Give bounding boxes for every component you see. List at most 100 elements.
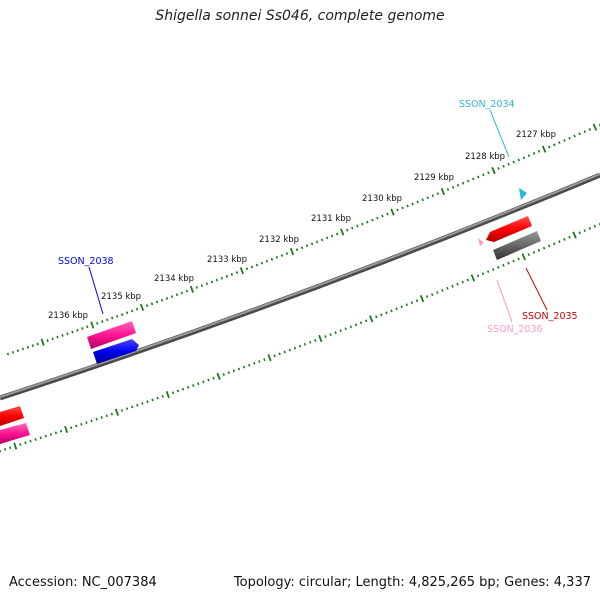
minor-tick [402, 207, 403, 209]
minor-tick [45, 435, 46, 437]
minor-tick [340, 330, 341, 332]
minor-tick [57, 336, 58, 338]
minor-tick [239, 368, 240, 370]
major-tick [472, 275, 475, 281]
minor-tick [25, 442, 26, 444]
minor-tick [221, 277, 222, 279]
minor-tick [437, 291, 438, 293]
minor-tick [498, 266, 499, 268]
minor-tick [162, 395, 163, 397]
minor-tick [279, 353, 280, 355]
minor-tick [539, 150, 540, 152]
minor-tick [503, 264, 504, 266]
minor-tick [18, 350, 19, 352]
major-tick [268, 354, 270, 361]
minor-tick [91, 420, 92, 422]
minor-tick [81, 423, 82, 425]
accession-text: Accession: NC_007384 [9, 575, 157, 590]
minor-tick [406, 304, 407, 306]
minor-tick [201, 284, 202, 286]
minor-tick [457, 283, 458, 285]
minor-tick [96, 418, 97, 420]
minor-tick [20, 443, 21, 445]
minor-tick [203, 381, 204, 383]
minor-tick [549, 245, 550, 247]
minor-tick [564, 139, 565, 141]
minor-tick [302, 247, 303, 249]
minor-tick [193, 384, 194, 386]
gene-left-red[interactable] [0, 406, 24, 426]
minor-tick [213, 377, 214, 379]
minor-tick [277, 256, 278, 258]
minor-tick [564, 238, 565, 240]
minor-tick [82, 327, 83, 329]
minor-tick [271, 258, 272, 260]
genome-backbone-highlight [0, 174, 600, 397]
major-tick [141, 304, 143, 311]
tick-label: 2127 kbp [516, 130, 556, 140]
minor-tick [559, 240, 560, 242]
minor-tick [493, 268, 494, 270]
minor-tick [127, 312, 128, 314]
minor-tick [22, 348, 23, 350]
minor-tick [254, 362, 255, 364]
genome-summary-text: Topology: circular; Length: 4,825,265 bp… [234, 575, 591, 590]
minor-tick [442, 289, 443, 291]
major-tick [65, 426, 67, 433]
minor-tick [76, 425, 77, 427]
tick-label: 2132 kbp [259, 235, 299, 245]
minor-tick [71, 427, 72, 429]
minor-tick [178, 390, 179, 392]
minor-tick [77, 329, 78, 331]
gene-label-sson-2038: SSON_2038 [58, 256, 114, 267]
minor-tick [137, 308, 138, 310]
minor-tick [335, 332, 336, 334]
minor-tick [177, 294, 178, 296]
minor-tick [483, 273, 484, 275]
minor-tick [448, 188, 449, 190]
tick-label: 2128 kbp [465, 152, 505, 162]
minor-tick [226, 275, 227, 277]
minor-tick [8, 353, 9, 355]
major-tick [116, 409, 118, 416]
gene-sson-2036-marker[interactable] [478, 238, 484, 246]
minor-tick [569, 236, 570, 238]
gene-label-sson-2035: SSON_2035 [522, 311, 578, 322]
minor-tick [216, 279, 217, 281]
minor-tick [208, 379, 209, 381]
minor-tick [382, 215, 383, 217]
label-leader-sson-2036 [497, 280, 512, 322]
minor-tick [137, 404, 138, 406]
major-tick [241, 267, 243, 274]
minor-tick [350, 326, 351, 328]
major-tick [594, 124, 597, 130]
major-tick [391, 209, 394, 215]
major-tick [217, 373, 219, 380]
gene-sson-2034-marker[interactable] [519, 188, 527, 200]
minor-tick [462, 281, 463, 283]
minor-tick [513, 260, 514, 262]
minor-tick [107, 319, 108, 321]
minor-tick [162, 299, 163, 301]
gene-left-pink[interactable] [0, 423, 30, 444]
minor-tick [523, 157, 524, 159]
minor-tick [528, 253, 529, 255]
minor-tick [355, 324, 356, 326]
minor-tick [437, 193, 438, 195]
label-leader-sson-2035 [526, 268, 547, 310]
minor-tick [518, 159, 519, 161]
minor-tick [112, 317, 113, 319]
tick-label: 2135 kbp [101, 292, 141, 302]
minor-tick [468, 180, 469, 182]
minor-tick [157, 397, 158, 399]
minor-tick [106, 415, 107, 417]
minor-tick [206, 283, 207, 285]
major-tick [370, 316, 373, 323]
minor-tick [397, 209, 398, 211]
minor-tick [432, 195, 433, 197]
major-tick [42, 339, 44, 346]
minor-tick [86, 421, 87, 423]
minor-tick [488, 172, 489, 174]
minor-tick [453, 186, 454, 188]
